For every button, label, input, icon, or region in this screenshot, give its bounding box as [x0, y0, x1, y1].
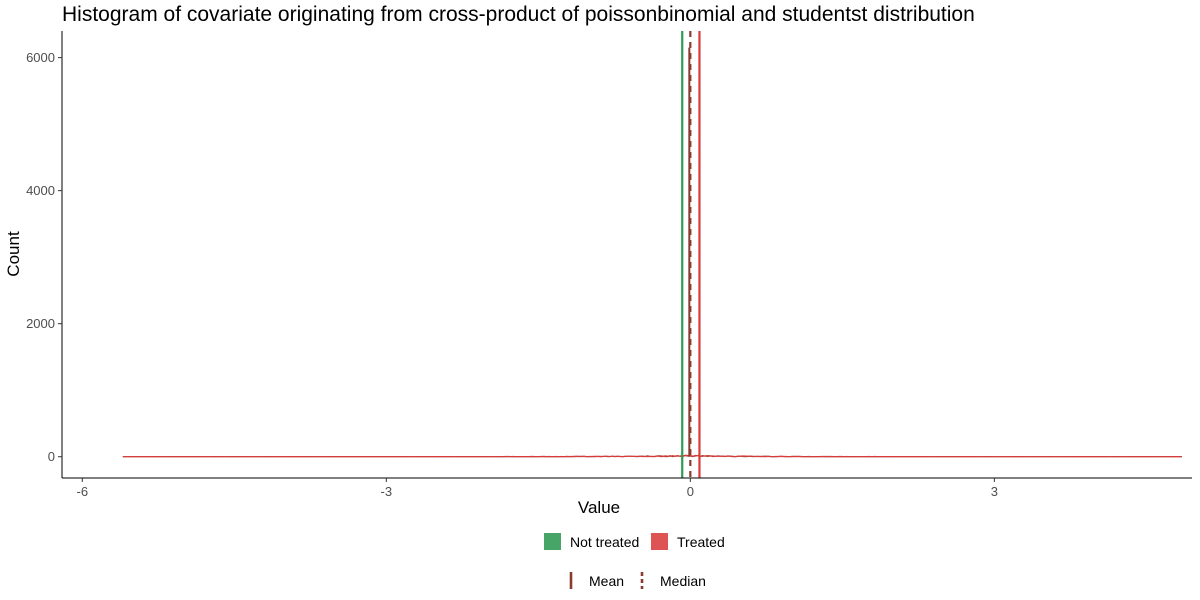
- x-tick-label: -3: [381, 484, 393, 499]
- axes: 0 2000 4000 6000 -6 -3 0 3: [26, 31, 1192, 499]
- histogram-trace-treated: [122, 454, 1182, 458]
- line-legend: Mean Median: [569, 572, 706, 589]
- legend-swatch-treated: [651, 533, 668, 550]
- y-axis-label: Count: [4, 231, 23, 277]
- legend-label-not-treated: Not treated: [570, 534, 639, 550]
- x-axis-label: Value: [578, 498, 620, 517]
- legend-label-mean: Mean: [589, 573, 624, 589]
- chart-title: Histogram of covariate originating from …: [62, 3, 975, 26]
- legend-swatch-not-treated: [544, 533, 561, 550]
- y-tick-label: 2000: [26, 316, 55, 331]
- x-tick-label: 0: [687, 484, 694, 499]
- y-tick-label: 4000: [26, 183, 55, 198]
- legend-label-treated: Treated: [677, 534, 725, 550]
- x-tick-label: -6: [76, 484, 88, 499]
- y-tick-label: 0: [48, 449, 55, 464]
- x-tick-label: 3: [991, 484, 998, 499]
- legend-label-median: Median: [660, 573, 706, 589]
- fill-legend: Not treated Treated: [544, 533, 725, 550]
- y-tick-label: 6000: [26, 50, 55, 65]
- plot-area: [122, 31, 1182, 478]
